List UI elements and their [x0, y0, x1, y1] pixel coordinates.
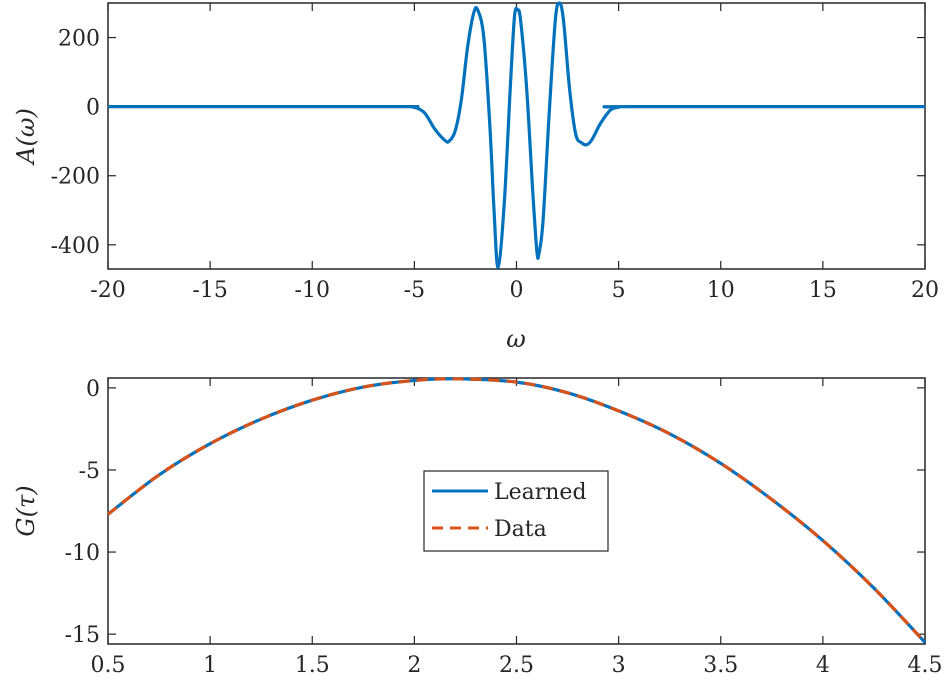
top-y-tick-label: -400 [51, 234, 100, 259]
top-series-group [108, 1, 926, 269]
bottom-x-tick-label: 3 [612, 653, 626, 678]
bottom-x-tick-label: 3.5 [703, 653, 738, 678]
bottom-x-tick-label: 4 [816, 653, 830, 678]
top-y-tick-label: -200 [51, 165, 100, 190]
bottom-x-tick-label: 2 [407, 653, 421, 678]
legend-label-learned: Learned [494, 480, 587, 505]
bottom-y-tick-label: -15 [65, 623, 100, 648]
top-x-tick-label: 10 [707, 278, 735, 303]
bottom-x-tick-label: 1.5 [295, 653, 330, 678]
chart-top: -20 -15 -10 -5 0 5 10 15 20 200 0 -200 -400 ω A(ω) [12, 1, 939, 353]
top-x-tick-label: -10 [295, 278, 330, 303]
bottom-series-data [107, 377, 927, 644]
top-x-tick-label: 20 [911, 278, 939, 303]
bottom-series-group [107, 377, 927, 644]
top-x-ticks: -20 -15 -10 -5 0 5 10 15 20 [90, 3, 939, 303]
legend-label-data: Data [494, 517, 547, 542]
top-y-tick-label: 0 [86, 96, 100, 121]
top-axes-box [107, 2, 926, 270]
top-y-tick-label: 200 [58, 27, 100, 52]
top-x-tick-label: 0 [510, 278, 524, 303]
chart-bottom: 0.5 1 1.5 2 2.5 3 3.5 4 4.5 0 -5 -10 -15 G(τ) Learn… [12, 377, 943, 678]
bottom-x-tick-label: 1 [203, 653, 217, 678]
top-x-tick-label: 15 [809, 278, 837, 303]
bottom-y-ticks: 0 -5 -10 -15 [65, 377, 925, 648]
bottom-y-axis-label: G(τ) [12, 485, 40, 536]
bottom-x-ticks: 0.5 1 1.5 2 2.5 3 3.5 4 4.5 [91, 378, 943, 678]
bottom-y-tick-label: -5 [79, 459, 100, 484]
legend: Learned Data [423, 470, 609, 552]
legend-box [423, 470, 609, 552]
top-x-tick-label: -5 [404, 278, 425, 303]
bottom-x-tick-label: 0.5 [91, 653, 126, 678]
bottom-y-tick-label: 0 [86, 377, 100, 402]
bottom-y-tick-label: -10 [65, 541, 100, 566]
top-x-tick-label: 5 [612, 278, 626, 303]
top-x-tick-label: -20 [90, 278, 125, 303]
top-y-ticks: 200 0 -200 -400 [51, 27, 925, 259]
top-series-line [108, 1, 926, 269]
top-x-axis-label: ω [506, 325, 526, 353]
top-y-axis-label: A(ω) [12, 108, 40, 166]
top-x-tick-label: -15 [192, 278, 227, 303]
bottom-x-tick-label: 4.5 [908, 653, 943, 678]
bottom-x-tick-label: 2.5 [499, 653, 534, 678]
